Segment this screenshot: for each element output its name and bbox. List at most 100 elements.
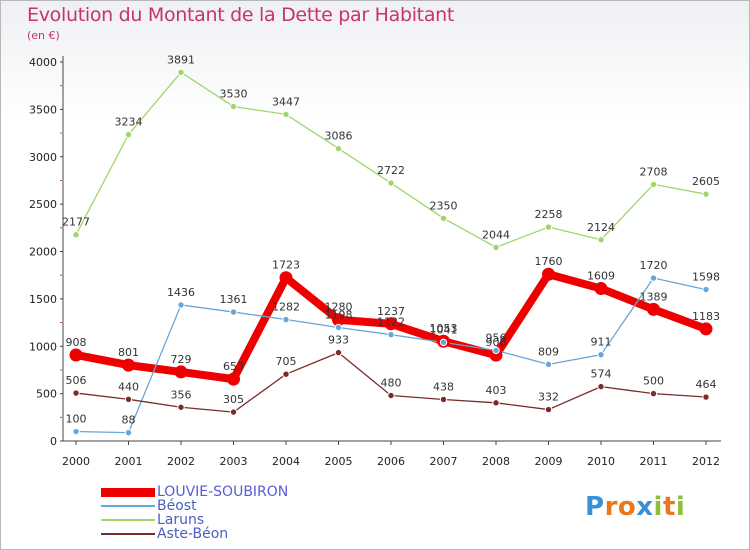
data-point: [597, 382, 605, 391]
data-point: [544, 405, 553, 414]
x-tick-label: 2012: [692, 455, 720, 468]
data-point: [72, 427, 80, 436]
data-point: [72, 389, 80, 397]
logo-letter: i: [653, 492, 663, 522]
data-point: [334, 348, 343, 357]
x-tick-label: 2004: [272, 455, 300, 468]
data-point: [384, 317, 398, 331]
data-label: 1609: [587, 270, 615, 283]
data-label: 1041: [430, 323, 458, 336]
x-tick-label: 2003: [220, 455, 248, 468]
data-point: [279, 271, 293, 285]
data-label: 2708: [640, 165, 668, 178]
data-label: 3530: [220, 88, 248, 101]
chart-legend: LOUVIE-SOUBIRON Béost Laruns Aste-Béon: [101, 485, 288, 541]
data-label: 438: [433, 380, 454, 393]
data-label: 1183: [692, 310, 720, 323]
chart-axes: 0 500 1000 1500 2000 2500 3000 3500 4000 2000 2001…: [29, 56, 721, 468]
legend-swatch: [101, 487, 155, 497]
data-point: [492, 399, 500, 407]
data-point: [387, 179, 395, 187]
data-label: 88: [122, 414, 136, 427]
data-point: [649, 274, 658, 282]
data-label: 801: [118, 346, 139, 359]
data-point: [69, 348, 83, 362]
x-tick-label: 2005: [325, 455, 353, 468]
chart-unit-label: (en €): [27, 29, 60, 42]
data-point: [702, 393, 710, 401]
data-label: 1237: [377, 305, 405, 318]
data-point: [439, 338, 448, 347]
legend-swatch: [101, 505, 155, 507]
data-label: 2044: [482, 228, 510, 241]
data-point: [227, 372, 240, 386]
data-label: 1053: [430, 322, 458, 335]
x-tick-label: 2006: [377, 455, 405, 468]
y-tick-label: 2500: [29, 198, 57, 211]
x-tick-label: 2002: [167, 455, 195, 468]
data-point: [439, 214, 448, 223]
data-point: [332, 313, 345, 327]
data-label: 1598: [692, 271, 720, 284]
data-label: 2177: [62, 216, 90, 229]
legend-label: Aste-Béon: [157, 526, 229, 542]
data-point: [334, 144, 343, 153]
data-label: 1122: [377, 316, 405, 329]
x-tick-label: 2008: [482, 455, 510, 468]
data-label: 1436: [167, 286, 195, 299]
data-point: [72, 231, 80, 239]
x-tick-label: 2007: [430, 455, 458, 468]
data-point: [174, 365, 188, 379]
data-label: 403: [486, 384, 507, 397]
data-point: [229, 102, 238, 111]
logo-letter: x: [636, 492, 654, 522]
data-label: 574: [591, 368, 612, 381]
data-point: [649, 389, 658, 398]
data-label: 480: [381, 377, 402, 390]
data-point: [597, 350, 605, 359]
data-label: 1361: [220, 293, 248, 306]
data-label: 2605: [692, 175, 720, 188]
logo-letter: r: [604, 492, 618, 522]
data-point: [439, 395, 448, 404]
y-tick-label: 4000: [29, 56, 57, 69]
data-point: [334, 323, 343, 332]
data-point: [177, 68, 185, 77]
data-label: 2722: [377, 164, 405, 177]
data-label: 464: [696, 378, 717, 391]
data-label: 500: [643, 375, 664, 388]
data-label: 911: [591, 336, 612, 349]
chart-points: [69, 68, 713, 437]
data-label: 506: [66, 374, 87, 387]
data-point: [387, 391, 395, 400]
legend-label: LOUVIE-SOUBIRON: [157, 484, 289, 500]
data-label: 3447: [272, 95, 300, 108]
data-label: 2124: [587, 221, 615, 234]
data-point: [177, 403, 185, 411]
logo-letter: P: [585, 492, 605, 522]
proxiti-logo: Proxiti: [585, 492, 685, 522]
data-point: [282, 110, 290, 119]
y-tick-label: 3500: [29, 103, 57, 116]
data-point: [702, 190, 710, 198]
data-label: 1282: [272, 301, 300, 314]
data-label: 2258: [535, 208, 563, 221]
legend-item: Laruns: [101, 513, 288, 527]
data-label: 908: [66, 336, 87, 349]
data-label: 2350: [430, 199, 458, 212]
x-tick-label: 2010: [587, 455, 615, 468]
data-point: [124, 428, 133, 437]
data-point: [702, 285, 710, 294]
data-point: [122, 358, 135, 372]
legend-swatch: [101, 519, 155, 521]
chart-data-labels: 908 801 729 653 1723 1280 1237 1053 906 1760 1609 1…: [62, 53, 720, 426]
data-label: 100: [66, 413, 87, 426]
y-tick-label: 500: [36, 388, 57, 401]
logo-letter: i: [675, 492, 686, 522]
data-label: 729: [171, 353, 192, 366]
data-label: 3086: [325, 130, 353, 143]
data-point: [544, 223, 553, 231]
data-point: [282, 315, 290, 324]
data-label: 956: [486, 331, 507, 344]
